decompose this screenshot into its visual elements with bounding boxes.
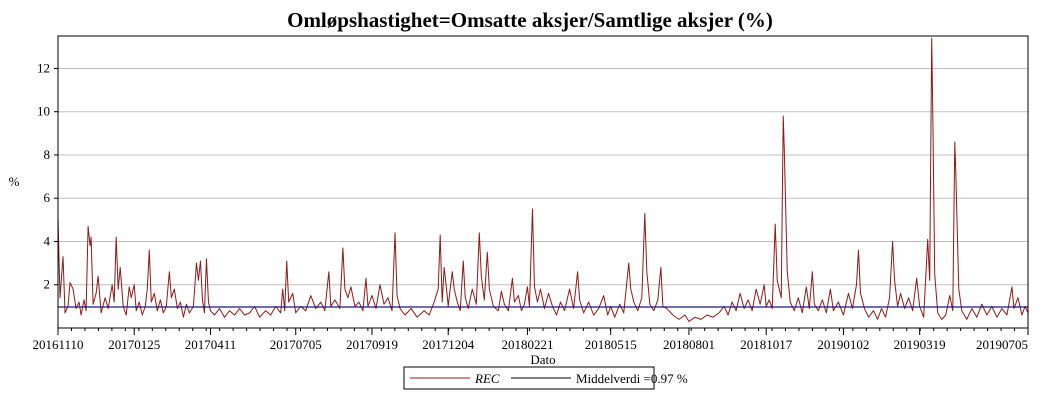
y-tick-label: 10 [37, 104, 50, 119]
x-tick-label: 20170919 [346, 337, 398, 352]
plot-area-frame [57, 35, 1029, 329]
x-axis-ticks: 20161110 20170125 20170411 20170705 20170919… [32, 328, 1029, 352]
x-tick-label: 20180801 [663, 337, 715, 352]
chart-title: Omløpshastighet=Omsatte aksjer/Samtlige … [287, 8, 773, 32]
grid-lines [58, 67, 1028, 286]
plot-series [57, 37, 1029, 323]
y-tick-label: 2 [44, 277, 51, 292]
legend-label-mean: Middelverdi =0.97 % [576, 371, 688, 386]
x-tick-label: 20190705 [976, 337, 1028, 352]
x-tick-label: 20190319 [894, 337, 946, 352]
x-tick-label: 20170125 [108, 337, 160, 352]
y-tick-label: 8 [44, 147, 51, 162]
x-tick-label: 20181017 [740, 337, 793, 352]
x-tick-label: 20170705 [270, 337, 322, 352]
legend-label-rec: REC [474, 371, 500, 386]
x-tick-label: 20170411 [185, 337, 237, 352]
y-tick-label: 12 [37, 60, 50, 75]
legend: REC Middelverdi =0.97 % [403, 366, 688, 390]
y-tick-label: 6 [44, 190, 51, 205]
y-axis-label: % [9, 174, 20, 189]
x-tick-label: 20171204 [422, 337, 475, 352]
x-tick-label: 20180515 [585, 337, 637, 352]
x-tick-label: 20190102 [817, 337, 869, 352]
series-line-rec [57, 37, 1029, 323]
y-tick-label: 4 [44, 233, 51, 248]
x-tick-label: 20180221 [501, 337, 553, 352]
x-axis-label: Dato [530, 352, 555, 367]
y-axis-ticks: 2 4 6 8 10 12 [37, 60, 58, 292]
x-tick-label: 20161110 [32, 337, 83, 352]
